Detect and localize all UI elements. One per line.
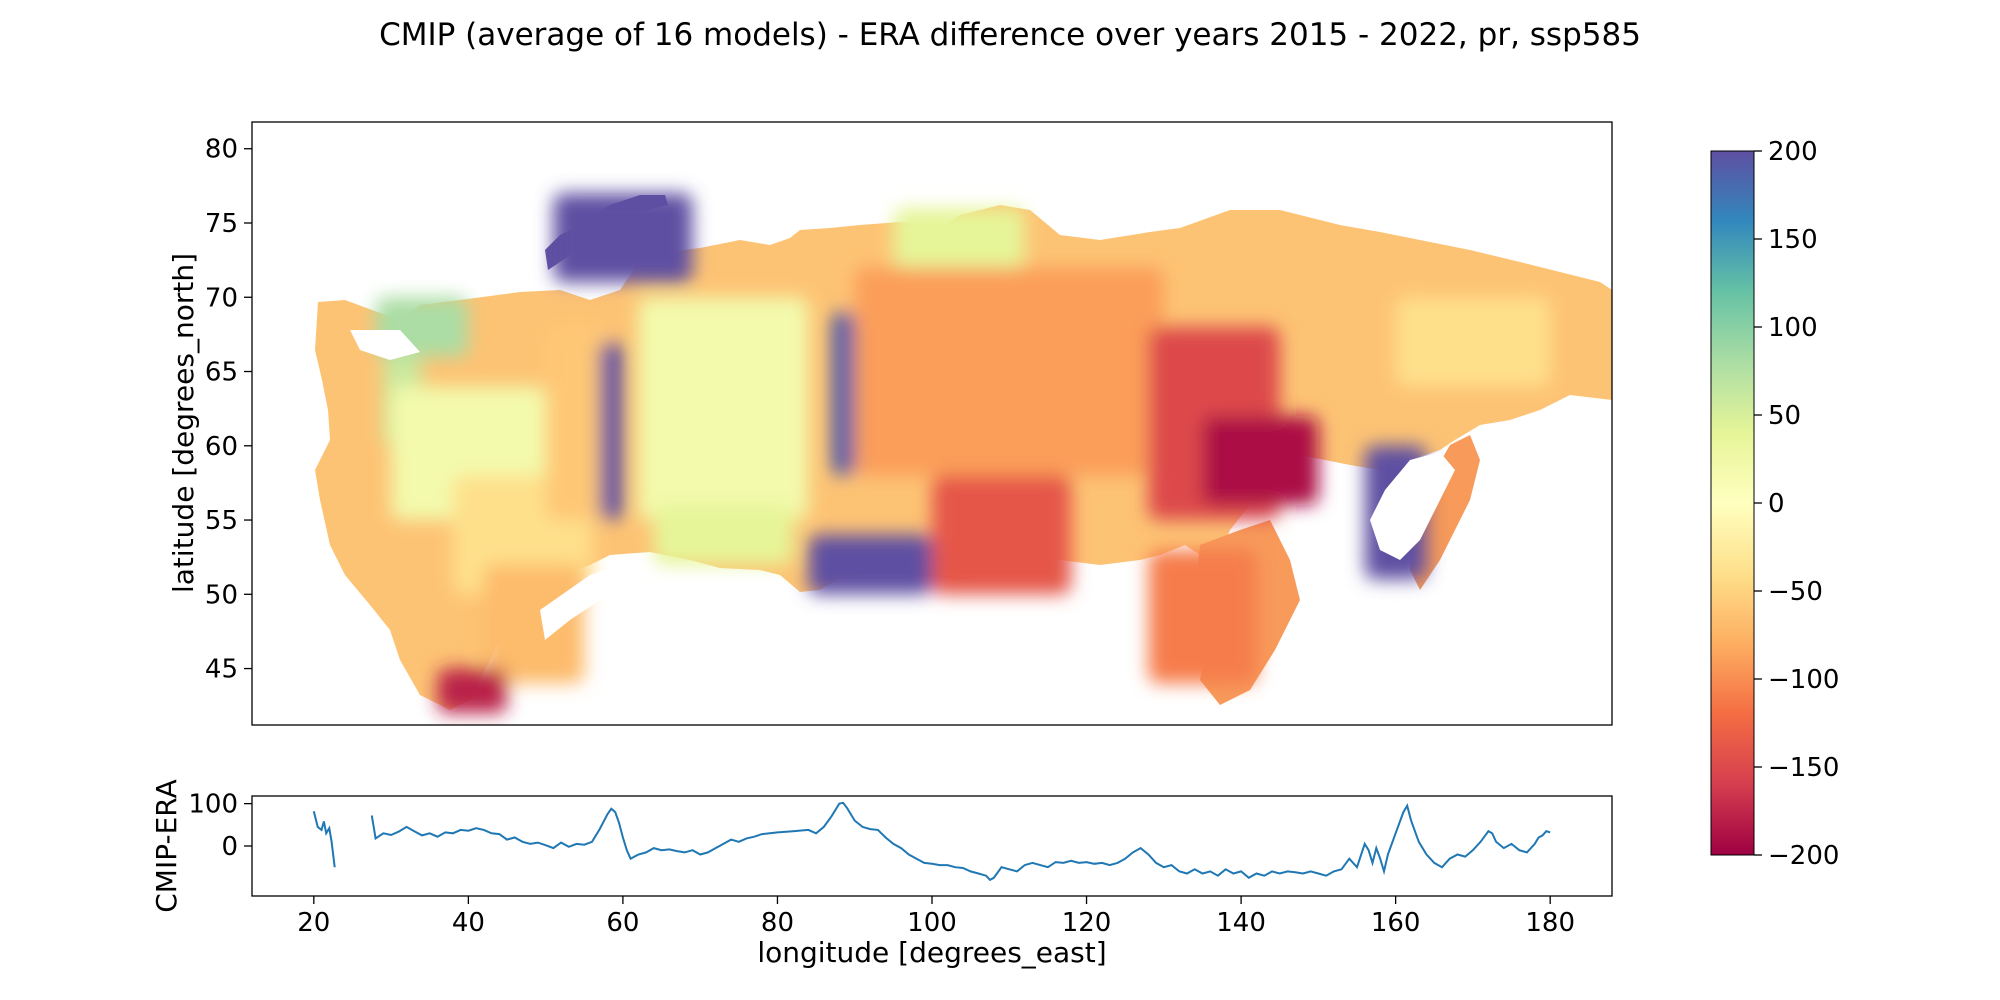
line-x-tick-label: 20 bbox=[297, 908, 330, 938]
line-x-axis-label: longitude [degrees_east] bbox=[757, 936, 1106, 969]
map-region bbox=[653, 505, 793, 565]
line-x-tick-label: 160 bbox=[1371, 908, 1421, 938]
colorbar-tick-label: 150 bbox=[1768, 225, 1818, 255]
figure-title: CMIP (average of 16 models) - ERA differ… bbox=[379, 17, 1641, 53]
map-y-axis: 45 50 55 60 65 70 75 80 bbox=[205, 135, 252, 685]
line-y-axis-label: CMIP-ERA bbox=[150, 779, 183, 913]
map-region bbox=[808, 534, 932, 595]
colorbar-tick-label: 50 bbox=[1768, 401, 1801, 431]
line-y-tick-label: 0 bbox=[221, 832, 238, 862]
map-y-tick-label: 45 bbox=[205, 655, 238, 685]
colorbar-tick-label: 200 bbox=[1768, 137, 1818, 167]
line-x-tick-label: 80 bbox=[761, 908, 794, 938]
map-y-tick-label: 75 bbox=[205, 209, 238, 239]
map-panel: 45 50 55 60 65 70 75 80 latitude [degrees_north… bbox=[167, 121, 1613, 726]
colorbar-gradient bbox=[1710, 150, 1755, 856]
line-y-tick-label: 100 bbox=[188, 790, 238, 820]
land-kamchatka bbox=[1410, 435, 1480, 590]
line-series-segment bbox=[370, 801, 1551, 882]
sea-okhotsk bbox=[1370, 452, 1455, 560]
map-region bbox=[1395, 297, 1551, 387]
colorbar-tick-label: −150 bbox=[1768, 753, 1839, 783]
line-x-tick-label: 140 bbox=[1216, 908, 1266, 938]
map-frame bbox=[251, 121, 1613, 726]
map-y-tick-label: 55 bbox=[205, 506, 238, 536]
white-sea bbox=[350, 330, 420, 360]
line-x-tick-label: 60 bbox=[606, 908, 639, 938]
map-y-tick-label: 65 bbox=[205, 358, 238, 388]
map-region bbox=[854, 267, 1164, 476]
map-y-tick-label: 80 bbox=[205, 135, 238, 165]
sea-caspian-gap bbox=[540, 565, 640, 640]
colorbar: 200 150 100 50 0 −50 −100 −150 −200 bbox=[1710, 137, 1839, 871]
colorbar-tick-label: −50 bbox=[1768, 577, 1823, 607]
colorbar-ticks: 200 150 100 50 0 −50 −100 −150 −200 bbox=[1754, 137, 1839, 871]
map-y-tick-label: 60 bbox=[205, 432, 238, 462]
line-x-axis: 20 40 60 80 100 120 140 160 180 bbox=[297, 896, 1575, 938]
colorbar-tick-label: 0 bbox=[1768, 489, 1785, 519]
map-y-tick-label: 50 bbox=[205, 580, 238, 610]
line-x-tick-label: 100 bbox=[907, 908, 957, 938]
map-region bbox=[932, 475, 1072, 595]
line-x-tick-label: 40 bbox=[452, 908, 485, 938]
line-series bbox=[312, 801, 1551, 882]
map-region bbox=[893, 208, 1025, 268]
line-x-tick-label: 180 bbox=[1525, 908, 1575, 938]
map-y-tick-label: 70 bbox=[205, 283, 238, 313]
map-y-axis-label: latitude [degrees_north] bbox=[167, 253, 200, 593]
colorbar-tick-label: −100 bbox=[1768, 665, 1839, 695]
map-region bbox=[1202, 416, 1319, 506]
map-region bbox=[553, 193, 693, 283]
map-anomaly-field bbox=[375, 193, 1551, 714]
map-region bbox=[599, 341, 623, 521]
map-region bbox=[545, 326, 608, 521]
colorbar-tick-label: 100 bbox=[1768, 313, 1818, 343]
map-region bbox=[638, 297, 809, 521]
line-series-segment bbox=[312, 811, 336, 868]
map-region bbox=[831, 312, 855, 476]
map-region bbox=[483, 564, 585, 684]
map-region bbox=[437, 668, 507, 714]
map-region bbox=[1148, 549, 1257, 684]
colorbar-tick-label: −200 bbox=[1768, 841, 1839, 871]
line-x-tick-label: 120 bbox=[1062, 908, 1112, 938]
